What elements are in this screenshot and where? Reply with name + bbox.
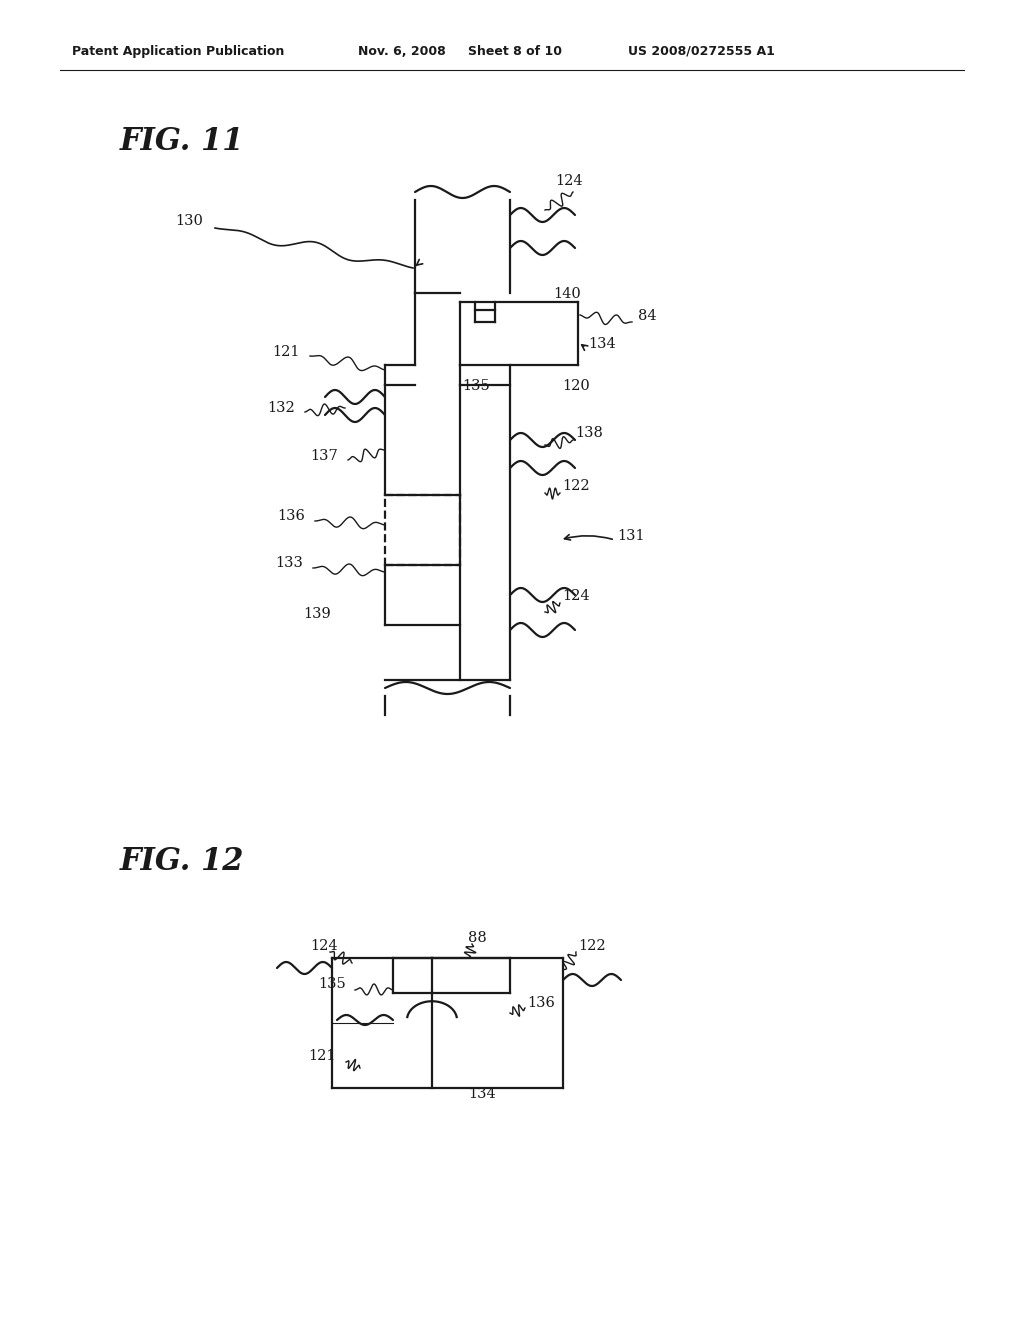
- Text: Patent Application Publication: Patent Application Publication: [72, 45, 285, 58]
- Text: 122: 122: [578, 939, 605, 953]
- Text: Nov. 6, 2008: Nov. 6, 2008: [358, 45, 445, 58]
- Text: FIG. 11: FIG. 11: [120, 125, 245, 157]
- Text: 136: 136: [527, 997, 555, 1010]
- Text: 124: 124: [310, 939, 338, 953]
- Text: 132: 132: [267, 401, 295, 414]
- Text: 136: 136: [278, 510, 305, 523]
- Text: 84: 84: [638, 309, 656, 323]
- Text: FIG. 12: FIG. 12: [120, 846, 245, 876]
- Text: 120: 120: [562, 379, 590, 393]
- Text: 121: 121: [308, 1049, 336, 1063]
- Text: 134: 134: [588, 337, 615, 351]
- Text: 88: 88: [468, 931, 486, 945]
- Text: 124: 124: [562, 589, 590, 603]
- Text: 139: 139: [303, 607, 331, 620]
- Text: 131: 131: [617, 529, 645, 543]
- Text: 135: 135: [462, 379, 489, 393]
- Text: 135: 135: [318, 977, 346, 991]
- Text: 138: 138: [575, 426, 603, 440]
- Bar: [385, 495, 460, 565]
- Text: 133: 133: [275, 556, 303, 570]
- Text: 134: 134: [468, 1086, 496, 1101]
- Text: 121: 121: [272, 345, 299, 359]
- Text: 124: 124: [555, 174, 583, 187]
- Text: US 2008/0272555 A1: US 2008/0272555 A1: [628, 45, 775, 58]
- Text: 130: 130: [175, 214, 203, 228]
- Text: 137: 137: [310, 449, 338, 463]
- Text: 140: 140: [553, 286, 581, 301]
- Text: 122: 122: [562, 479, 590, 492]
- Text: Sheet 8 of 10: Sheet 8 of 10: [468, 45, 562, 58]
